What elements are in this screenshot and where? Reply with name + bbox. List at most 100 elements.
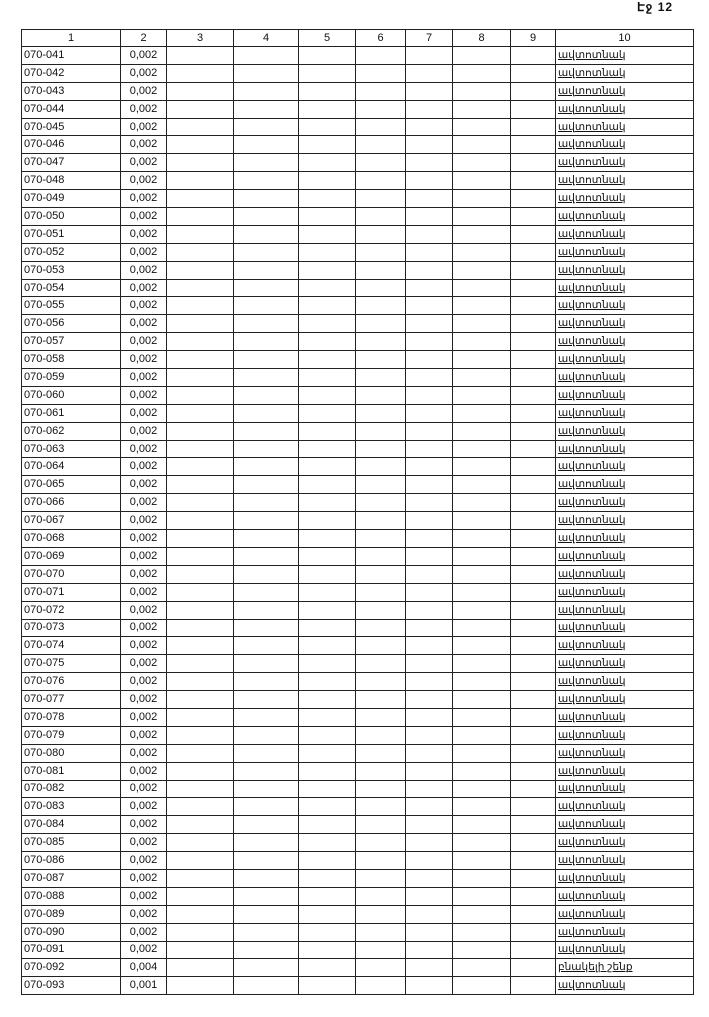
purpose-text: ավտոտնակ xyxy=(555,153,694,173)
empty-cell-col-6 xyxy=(355,314,406,334)
empty-cell-col-4 xyxy=(233,922,299,942)
empty-cell-col-4 xyxy=(233,833,299,853)
empty-cell-col-3 xyxy=(166,385,234,405)
empty-cell-col-6 xyxy=(355,385,406,405)
purpose-text: ավտոտնակ xyxy=(555,171,694,191)
empty-cell-col-7 xyxy=(405,672,453,692)
empty-cell-col-8 xyxy=(452,475,511,495)
parcel-code: 070-064 xyxy=(21,457,121,477)
empty-cell-col-4 xyxy=(233,81,299,101)
area-value: 0,002 xyxy=(120,368,167,387)
empty-cell-col-3 xyxy=(166,690,234,709)
empty-cell-col-3 xyxy=(166,475,234,495)
empty-cell-col-6 xyxy=(355,725,406,745)
empty-cell-col-3 xyxy=(166,618,234,638)
table-row: 070-057 0,002 ավտոտնակ xyxy=(21,332,694,352)
empty-cell-col-3 xyxy=(166,314,234,334)
empty-cell-col-4 xyxy=(233,886,299,906)
empty-cell-col-5 xyxy=(298,63,356,83)
parcel-code: 070-045 xyxy=(21,117,121,137)
purpose-text: ավտոտնակ xyxy=(555,81,694,101)
empty-cell-col-9 xyxy=(510,761,556,781)
empty-cell-col-6 xyxy=(355,833,406,853)
empty-cell-col-7 xyxy=(405,46,453,65)
empty-cell-col-8 xyxy=(452,403,511,423)
column-header-8: 8 xyxy=(452,29,511,47)
column-header-10: 10 xyxy=(555,29,694,47)
empty-cell-col-6 xyxy=(355,886,406,906)
empty-cell-col-8 xyxy=(452,350,511,370)
table-row: 070-063 0,002 ավտոտնակ xyxy=(21,439,694,459)
empty-cell-col-4 xyxy=(233,868,299,888)
empty-cell-col-3 xyxy=(166,743,234,763)
empty-cell-col-3 xyxy=(166,707,234,727)
table-row: 070-055 0,002 ավտոտնակ xyxy=(21,296,694,316)
empty-cell-col-5 xyxy=(298,582,356,602)
area-value: 0,002 xyxy=(120,439,167,459)
empty-cell-col-5 xyxy=(298,314,356,334)
table-row: 070-044 0,002 ավտոտնակ xyxy=(21,99,694,119)
empty-cell-col-9 xyxy=(510,368,556,387)
empty-cell-col-6 xyxy=(355,99,406,119)
empty-cell-col-5 xyxy=(298,403,356,423)
empty-cell-col-5 xyxy=(298,618,356,638)
empty-cell-col-5 xyxy=(298,672,356,692)
area-value: 0,002 xyxy=(120,529,167,548)
parcel-code: 070-079 xyxy=(21,725,121,745)
empty-cell-col-5 xyxy=(298,421,356,441)
empty-cell-col-9 xyxy=(510,564,556,584)
column-header-7: 7 xyxy=(405,29,453,47)
area-value: 0,002 xyxy=(120,207,167,226)
purpose-text: ավտոտնակ xyxy=(555,564,694,584)
column-header-6: 6 xyxy=(355,29,406,47)
empty-cell-col-3 xyxy=(166,421,234,441)
parcel-code: 070-091 xyxy=(21,940,121,960)
area-value: 0,002 xyxy=(120,278,167,298)
area-value: 0,002 xyxy=(120,654,167,674)
empty-cell-col-6 xyxy=(355,493,406,513)
empty-cell-col-8 xyxy=(452,707,511,727)
column-header-3: 3 xyxy=(166,29,234,47)
empty-cell-col-8 xyxy=(452,815,511,835)
empty-cell-col-9 xyxy=(510,296,556,316)
area-value: 0,002 xyxy=(120,242,167,262)
empty-cell-col-7 xyxy=(405,457,453,477)
area-value: 0,002 xyxy=(120,260,167,280)
empty-cell-col-7 xyxy=(405,189,453,209)
empty-cell-col-9 xyxy=(510,314,556,334)
empty-cell-col-8 xyxy=(452,296,511,316)
empty-cell-col-3 xyxy=(166,278,234,298)
empty-cell-col-5 xyxy=(298,725,356,745)
empty-cell-col-8 xyxy=(452,439,511,459)
empty-cell-col-9 xyxy=(510,851,556,870)
empty-cell-col-7 xyxy=(405,511,453,531)
column-header-4: 4 xyxy=(233,29,299,47)
table-row: 070-049 0,002 ավտոտնակ xyxy=(21,189,694,209)
empty-cell-col-3 xyxy=(166,904,234,924)
empty-cell-col-5 xyxy=(298,546,356,566)
empty-cell-col-7 xyxy=(405,368,453,387)
empty-cell-col-7 xyxy=(405,636,453,656)
empty-cell-col-9 xyxy=(510,904,556,924)
purpose-text: ավտոտնակ xyxy=(555,207,694,226)
table-row: 070-065 0,002 ավտոտնակ xyxy=(21,475,694,495)
empty-cell-col-6 xyxy=(355,654,406,674)
table-row: 070-050 0,002 ավտոտնակ xyxy=(21,207,694,226)
table-row: 070-064 0,002 ավտոտնակ xyxy=(21,457,694,477)
empty-cell-col-8 xyxy=(452,171,511,191)
empty-cell-col-6 xyxy=(355,707,406,727)
empty-cell-col-9 xyxy=(510,153,556,173)
empty-cell-col-7 xyxy=(405,618,453,638)
empty-cell-col-7 xyxy=(405,117,453,137)
empty-cell-col-7 xyxy=(405,439,453,459)
empty-cell-col-5 xyxy=(298,385,356,405)
empty-cell-col-4 xyxy=(233,46,299,65)
empty-cell-col-8 xyxy=(452,904,511,924)
table-row: 070-079 0,002 ավտոտնակ xyxy=(21,725,694,745)
empty-cell-col-6 xyxy=(355,851,406,870)
empty-cell-col-9 xyxy=(510,797,556,817)
table-row: 070-059 0,002 ավտոտնակ xyxy=(21,368,694,387)
parcel-code: 070-059 xyxy=(21,368,121,387)
empty-cell-col-4 xyxy=(233,851,299,870)
empty-cell-col-7 xyxy=(405,922,453,942)
